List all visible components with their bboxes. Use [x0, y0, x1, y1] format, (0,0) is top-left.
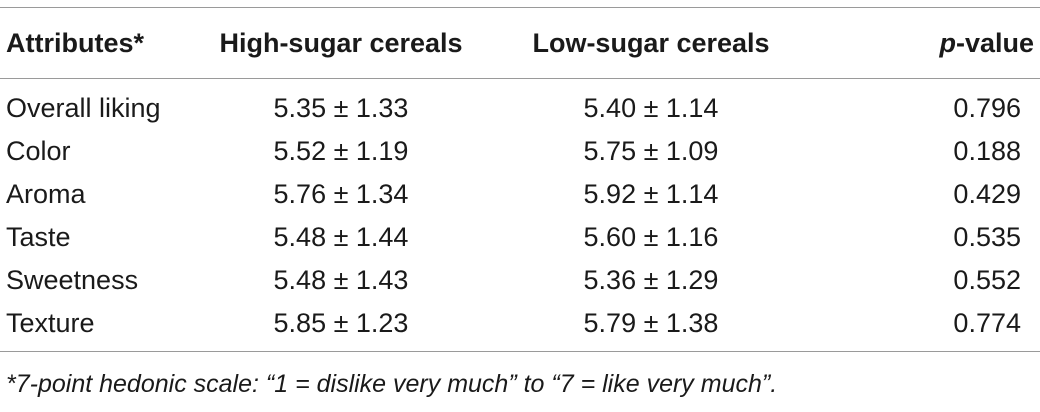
- cell-attribute: Aroma: [6, 179, 86, 209]
- cell-p-value: 0.552: [953, 265, 1021, 295]
- cell-p-value: 0.429: [953, 179, 1021, 209]
- cell-p-value: 0.774: [953, 308, 1021, 338]
- header-high-sugar: High-sugar cereals: [219, 27, 463, 58]
- cell-attribute: Texture: [6, 308, 95, 338]
- header-p-suffix: -value: [955, 27, 1034, 58]
- cell-low-sugar: 5.60 ± 1.16: [583, 222, 719, 252]
- cell-low-sugar: 5.40 ± 1.14: [583, 93, 719, 123]
- cell-p-value: 0.796: [953, 93, 1021, 123]
- cell-low-sugar: 5.92 ± 1.14: [583, 179, 719, 209]
- cell-high-sugar: 5.35 ± 1.33: [273, 93, 409, 123]
- header-p-value: p-value: [832, 8, 1040, 79]
- table-row: Overall liking 5.35 ± 1.33 5.40 ± 1.14 0…: [0, 79, 1040, 131]
- cell-low-sugar: 5.79 ± 1.38: [583, 308, 719, 338]
- cell-low-sugar: 5.75 ± 1.09: [583, 136, 719, 166]
- table-footnote: *7-point hedonic scale: “1 = dislike ver…: [6, 370, 778, 398]
- table-row: Texture 5.85 ± 1.23 5.79 ± 1.38 0.774: [0, 302, 1040, 352]
- header-row: Attributes* High-sugar cereals Low-sugar…: [0, 7, 1040, 79]
- cell-high-sugar: 5.52 ± 1.19: [273, 136, 409, 166]
- table-row: Aroma 5.76 ± 1.34 5.92 ± 1.14 0.429: [0, 173, 1040, 216]
- cell-high-sugar: 5.85 ± 1.23: [273, 308, 409, 338]
- table-row: Sweetness 5.48 ± 1.43 5.36 ± 1.29 0.552: [0, 259, 1040, 302]
- cell-attribute: Taste: [6, 222, 71, 252]
- results-table: Attributes* High-sugar cereals Low-sugar…: [0, 7, 1040, 352]
- table-body: Overall liking 5.35 ± 1.33 5.40 ± 1.14 0…: [0, 79, 1040, 352]
- cell-high-sugar: 5.76 ± 1.34: [273, 179, 409, 209]
- header-attributes: Attributes*: [6, 27, 145, 58]
- cell-low-sugar: 5.36 ± 1.29: [583, 265, 719, 295]
- table-row: Color 5.52 ± 1.19 5.75 ± 1.09 0.188: [0, 130, 1040, 173]
- header-low-sugar: Low-sugar cereals: [532, 27, 770, 58]
- header-p-letter: p: [939, 27, 956, 58]
- cell-high-sugar: 5.48 ± 1.43: [273, 265, 409, 295]
- table-header: Attributes* High-sugar cereals Low-sugar…: [0, 7, 1040, 79]
- cell-high-sugar: 5.48 ± 1.44: [273, 222, 409, 252]
- table-row: Taste 5.48 ± 1.44 5.60 ± 1.16 0.535: [0, 216, 1040, 259]
- cell-attribute: Overall liking: [6, 93, 161, 123]
- cell-attribute: Color: [6, 136, 71, 166]
- cell-attribute: Sweetness: [6, 265, 139, 295]
- cell-p-value: 0.535: [953, 222, 1021, 252]
- cell-p-value: 0.188: [953, 136, 1021, 166]
